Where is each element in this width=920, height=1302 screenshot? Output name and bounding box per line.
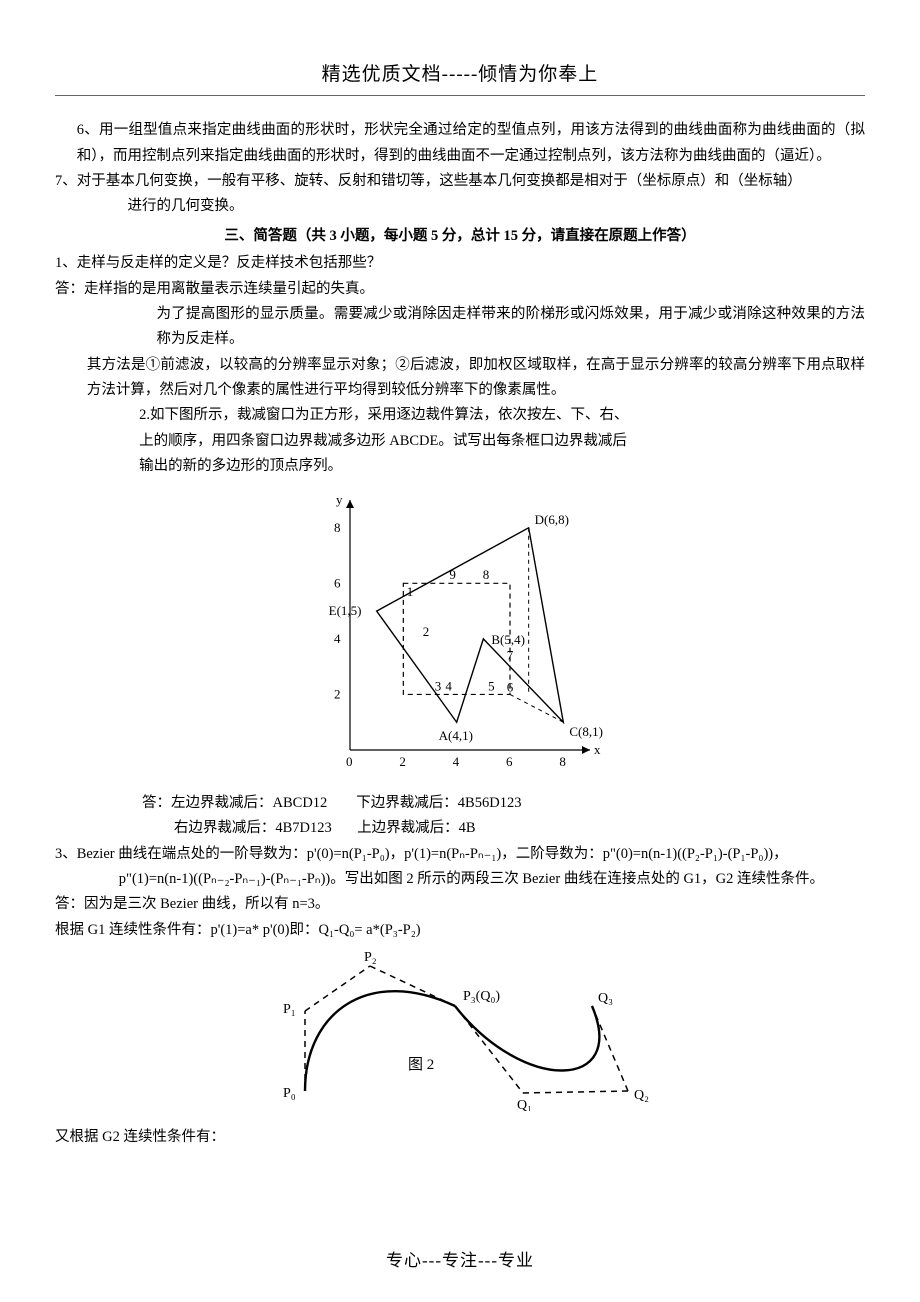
svg-text:9: 9 (449, 567, 456, 582)
q2-top-label: 上边界裁减后： (357, 820, 459, 836)
svg-text:C(8,1): C(8,1) (569, 724, 603, 739)
figure-1-clip-diagram: x y 0 2 4 6 8 2 4 6 8 A(4,1) B(5,4) C(8,1) D(6,8) E(1,5… (55, 488, 865, 787)
svg-text:6: 6 (507, 679, 514, 694)
svg-text:P₃(Q₀): P₃(Q₀) (463, 989, 500, 1004)
q1-ans1: 答：走样指的是用离散量表示连续量引起的失真。 (55, 277, 865, 302)
svg-text:0: 0 (346, 754, 353, 769)
svg-text:7: 7 (507, 647, 514, 662)
q2-line2: 上的顺序，用四条窗口边界裁减多边形 ABCDE。试写出每条框口边界裁减后 (55, 429, 865, 454)
svg-text:2: 2 (334, 686, 341, 701)
svg-text:2: 2 (399, 754, 406, 769)
q2-left-label: 答：左边界裁减后： (142, 795, 273, 811)
svg-text:P₁: P₁ (283, 1002, 296, 1017)
svg-text:Q₃: Q₃ (598, 991, 613, 1006)
q3-ans2: 根据 G1 连续性条件有：p'(1)=a* p'(0)即：Q₁-Q₀= a*(P… (55, 918, 865, 943)
svg-text:D(6,8): D(6,8) (535, 511, 569, 526)
svg-text:4: 4 (334, 630, 341, 645)
q3-ans1: 答：因为是三次 Bezier 曲线，所以有 n=3。 (55, 892, 865, 917)
svg-text:4: 4 (445, 678, 452, 693)
page-footer: 专心---专注---专业 (0, 1246, 920, 1276)
q3-ans3: 又根据 G2 连续性条件有： (55, 1125, 865, 1150)
svg-text:P₀: P₀ (283, 1086, 296, 1101)
svg-text:P₂: P₂ (364, 951, 377, 965)
svg-text:图 2: 图 2 (408, 1056, 434, 1073)
svg-text:3: 3 (435, 678, 442, 693)
paragraph-6: 6、用一组型值点来指定曲线曲面的形状时，形状完全通过给定的型值点列，用该方法得到… (55, 118, 865, 169)
header-rule (55, 95, 865, 96)
q3-question-line1: 3、Bezier 曲线在端点处的一阶导数为：p'(0)=n(P₁-P₀)，p'(… (55, 842, 865, 867)
section-3-title: 三、简答题（共 3 小题，每小题 5 分，总计 15 分，请直接在原题上作答） (55, 224, 865, 249)
svg-text:2: 2 (423, 624, 430, 639)
svg-text:8: 8 (334, 519, 341, 534)
svg-text:A(4,1): A(4,1) (439, 728, 473, 743)
q2-left-val: ABCD12 (273, 795, 328, 811)
q3-question-line2: p"(1)=n(n-1)((Pₙ₋₂-Pₙ₋₁)-(Pₙ₋₁-Pₙ))。写出如图… (55, 867, 865, 892)
q2-right-label: 右边界裁减后： (174, 820, 276, 836)
q1-question: 1、走样与反走样的定义是？反走样技术包括那些？ (55, 251, 865, 276)
figure-2-bezier: P₀ P₁ P₂ P₃(Q₀) Q₁ Q₂ Q₃ 图 2 (55, 951, 865, 1120)
paragraph-7-line1: 7、对于基本几何变换，一般有平移、旋转、反射和错切等，这些基本几何变换都是相对于… (55, 169, 865, 194)
q1-ans3: 其方法是①前滤波，以较高的分辨率显示对象；②后滤波，即加权区域取样，在高于显示分… (55, 353, 865, 404)
q2-answer-row-2: 右边界裁减后：4B7D123 上边界裁减后：4B (55, 816, 865, 841)
svg-text:Q₁: Q₁ (517, 1098, 532, 1111)
q2-line3: 输出的新的多边形的顶点序列。 (55, 454, 865, 479)
svg-text:B(5,4): B(5,4) (491, 631, 525, 646)
svg-text:Q₂: Q₂ (634, 1088, 649, 1103)
q2-line1: 2.如下图所示，裁减窗口为正方形，采用逐边裁件算法，依次按左、下、右、 (55, 403, 865, 428)
page-header: 精选优质文档-----倾情为你奉上 (55, 58, 865, 91)
q2-bottom-label: 下边界裁减后： (356, 795, 458, 811)
q2-right-val: 4B7D123 (275, 820, 331, 836)
svg-text:6: 6 (334, 575, 341, 590)
q1-ans2: 为了提高图形的显示质量。需要减少或消除因走样带来的阶梯形或闪烁效果，用于减少或消… (55, 302, 865, 353)
svg-text:y: y (336, 492, 343, 507)
svg-text:8: 8 (559, 754, 566, 769)
svg-text:8: 8 (483, 567, 490, 582)
svg-text:5: 5 (488, 678, 495, 693)
svg-text:4: 4 (453, 754, 460, 769)
svg-text:E(1,5): E(1,5) (329, 603, 362, 618)
paragraph-7-line2: 进行的几何变换。 (55, 194, 865, 219)
q2-answer-row-1: 答：左边界裁减后：ABCD12 下边界裁减后：4B56D123 (55, 791, 865, 816)
q2-bottom-val: 4B56D123 (458, 795, 522, 811)
svg-text:1: 1 (407, 583, 414, 598)
svg-text:x: x (594, 742, 601, 757)
svg-text:6: 6 (506, 754, 513, 769)
q2-top-val: 4B (459, 820, 476, 836)
